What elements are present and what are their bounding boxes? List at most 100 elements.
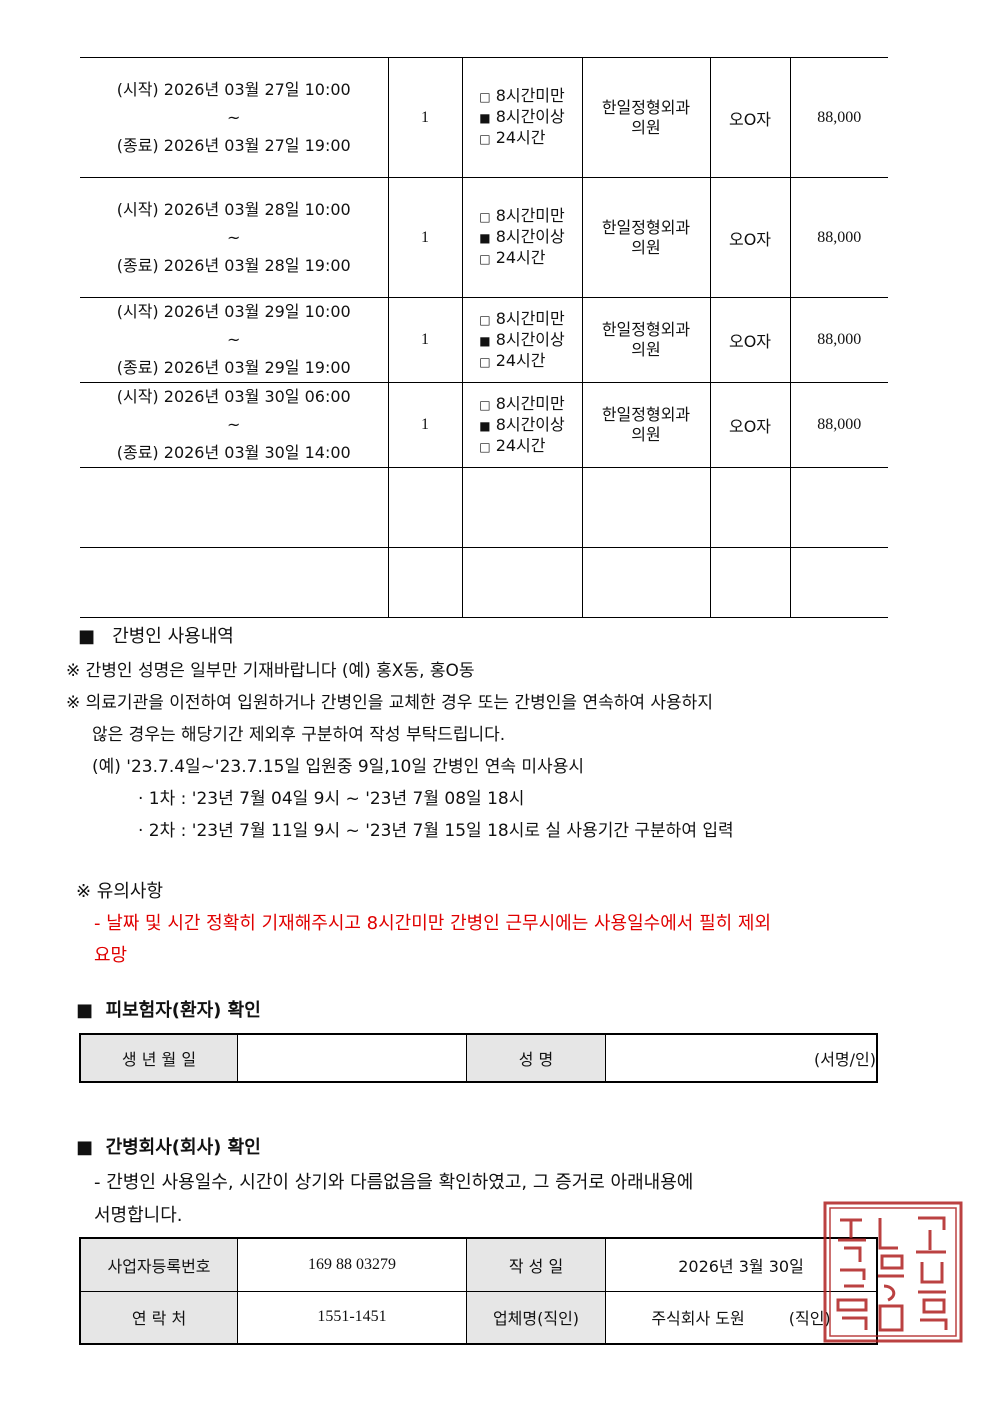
caution-line-2: 요망 [94, 945, 128, 966]
option-item[interactable]: ■ 8시간이상 [479, 227, 565, 248]
empty-cell[interactable] [80, 467, 388, 548]
amount-cell: 88,000 [789, 57, 888, 178]
option-item[interactable]: □ 24시간 [479, 436, 565, 457]
tilde: ~ [227, 227, 241, 247]
empty-cell[interactable] [461, 467, 582, 548]
period-cell: (시작) 2026년 03월 29일 10:00 ~ (종료) 2026년 03월 … [80, 297, 388, 383]
unchecked-box-icon[interactable]: □ [479, 354, 491, 369]
empty-cell[interactable] [581, 547, 710, 618]
option-label: 8시간이상 [495, 107, 565, 126]
options-cell: □ 8시간미만 ■ 8시간이상 □ 24시간 [461, 57, 582, 178]
sign-label: (서명/인) [813, 1050, 876, 1069]
option-label: 8시간미만 [495, 308, 565, 328]
section-title: 피보험자(환자) 확인 [105, 1000, 261, 1021]
patient-heading: ■ 피보험자(환자) 확인 [76, 996, 261, 1022]
empty-cell[interactable] [387, 547, 462, 618]
contact-label: 연 락 처 [79, 1290, 238, 1345]
unchecked-box-icon[interactable]: □ [479, 252, 491, 266]
tilde: ~ [227, 415, 241, 434]
section-title: 간병인 사용내역 [112, 626, 234, 647]
option-label: 8시간이상 [495, 227, 565, 246]
option-item[interactable]: ■ 8시간이상 [479, 330, 565, 351]
amount-cell: 88,000 [789, 382, 888, 468]
bullet-icon: ■ [76, 1137, 94, 1158]
usage-row: (시작) 2026년 03월 27일 10:00 ~ (종료) 2026년 03월 … [80, 57, 888, 178]
company-desc-1: - 간병인 사용일수, 시간이 상기와 다름없음을 확인하였고, 그 증거로 아… [94, 1172, 694, 1193]
birth-field[interactable] [237, 1033, 467, 1083]
example-text: (예) '23.7.4일~'23.7.15일 입원중 9일,10일 간병인 연속… [92, 757, 584, 777]
checked-box-icon[interactable]: ■ [479, 231, 491, 245]
date-label: 작 성 일 [466, 1237, 606, 1292]
usage-row: (시작) 2026년 03월 28일 10:00 ~ (종료) 2026년 03월 … [80, 177, 888, 298]
empty-cell[interactable] [789, 547, 888, 618]
name-sign-field[interactable]: (서명/인) [605, 1033, 878, 1083]
end-time: (종료) 2026년 03월 27일 19:00 [116, 135, 351, 155]
option-item[interactable]: □ 24시간 [479, 248, 565, 269]
company-seal-stamp [823, 1201, 963, 1343]
options-cell: □ 8시간미만 ■ 8시간이상 □ 24시간 [461, 382, 582, 468]
note-1: ※ 간병인 성명은 일부만 기재바랍니다 (예) 홍X동, 홍O동 [66, 661, 475, 681]
date-value: 2026년 3월 30일 [605, 1237, 878, 1292]
empty-cell[interactable] [80, 547, 388, 618]
unchecked-box-icon[interactable]: □ [479, 312, 491, 327]
empty-cell[interactable] [789, 467, 888, 548]
option-label: 8시간미만 [495, 206, 565, 225]
usage-row: (시작) 2026년 03월 29일 10:00 ~ (종료) 2026년 03월 … [80, 297, 888, 383]
option-item[interactable]: □ 8시간미만 [479, 86, 565, 107]
amount-cell: 88,000 [789, 177, 888, 298]
hospital-cell: 한일정형외과 의원 [581, 382, 710, 468]
option-label: 8시간미만 [495, 393, 565, 413]
empty-cell[interactable] [709, 467, 790, 548]
start-time: (시작) 2026년 03월 27일 10:00 [116, 79, 351, 99]
empty-cell[interactable] [581, 467, 710, 548]
option-item[interactable]: ■ 8시간이상 [479, 107, 565, 128]
empty-cell[interactable] [461, 547, 582, 618]
end-time: (종료) 2026년 03월 28일 19:00 [116, 255, 351, 275]
empty-cell[interactable] [387, 467, 462, 548]
option-label: 24시간 [495, 128, 546, 147]
period-cell: (시작) 2026년 03월 30일 06:00 ~ (종료) 2026년 03월 … [80, 382, 388, 468]
option-label: 8시간미만 [495, 86, 565, 105]
option-item[interactable]: □ 8시간미만 [479, 309, 565, 330]
unchecked-box-icon[interactable]: □ [479, 397, 491, 412]
start-time: (시작) 2026년 03월 28일 10:00 [116, 199, 351, 219]
section-usage-heading: ■ 간병인 사용내역 [78, 622, 234, 648]
count-cell: 1 [387, 297, 462, 383]
unchecked-box-icon[interactable]: □ [479, 132, 491, 146]
option-label: 24시간 [495, 435, 546, 455]
option-item[interactable]: □ 24시간 [479, 128, 565, 149]
bullet-icon: ■ [78, 626, 96, 647]
period-cell: (시작) 2026년 03월 28일 10:00 ~ (종료) 2026년 03월 … [80, 177, 388, 298]
start-time: (시작) 2026년 03월 29일 10:00 [116, 302, 351, 321]
unchecked-box-icon[interactable]: □ [479, 210, 491, 224]
option-item[interactable]: □ 24시간 [479, 351, 565, 372]
example-1: · 1차 : '23년 7월 04일 9시 ~ '23년 7월 08일 18시 [138, 789, 525, 809]
option-label: 8시간이상 [495, 329, 565, 349]
patient-table: 생 년 월 일 성 명 (서명/인) [79, 1033, 878, 1083]
empty-cell[interactable] [709, 547, 790, 618]
caregiver-cell: 오O자 [709, 382, 790, 468]
birth-label: 생 년 월 일 [79, 1033, 238, 1083]
option-item[interactable]: □ 8시간미만 [479, 206, 565, 227]
option-item[interactable]: ■ 8시간이상 [479, 415, 565, 436]
checked-box-icon[interactable]: ■ [479, 333, 491, 348]
unchecked-box-icon[interactable]: □ [479, 90, 491, 104]
reg-value: 169 88 03279 [237, 1237, 467, 1292]
option-label: 24시간 [495, 248, 546, 267]
firm-label: 업체명(직인) [466, 1290, 606, 1345]
hospital-cell: 한일정형외과 의원 [581, 297, 710, 383]
example-2: · 2차 : '23년 7월 11일 9시 ~ '23년 7월 15일 18시로… [138, 821, 734, 841]
checked-box-icon[interactable]: ■ [479, 111, 491, 125]
checked-box-icon[interactable]: ■ [479, 418, 491, 433]
bullet-icon: ■ [76, 1000, 94, 1021]
company-desc-2: 서명합니다. [94, 1205, 183, 1226]
option-label: 8시간이상 [495, 414, 565, 434]
start-time: (시작) 2026년 03월 30일 06:00 [116, 387, 351, 406]
option-item[interactable]: □ 8시간미만 [479, 394, 565, 415]
unchecked-box-icon[interactable]: □ [479, 439, 491, 454]
caution-heading: ※ 유의사항 [76, 881, 164, 902]
contact-value: 1551-1451 [237, 1290, 467, 1345]
period-cell: (시작) 2026년 03월 27일 10:00 ~ (종료) 2026년 03월 … [80, 57, 388, 178]
tilde: ~ [227, 107, 241, 127]
